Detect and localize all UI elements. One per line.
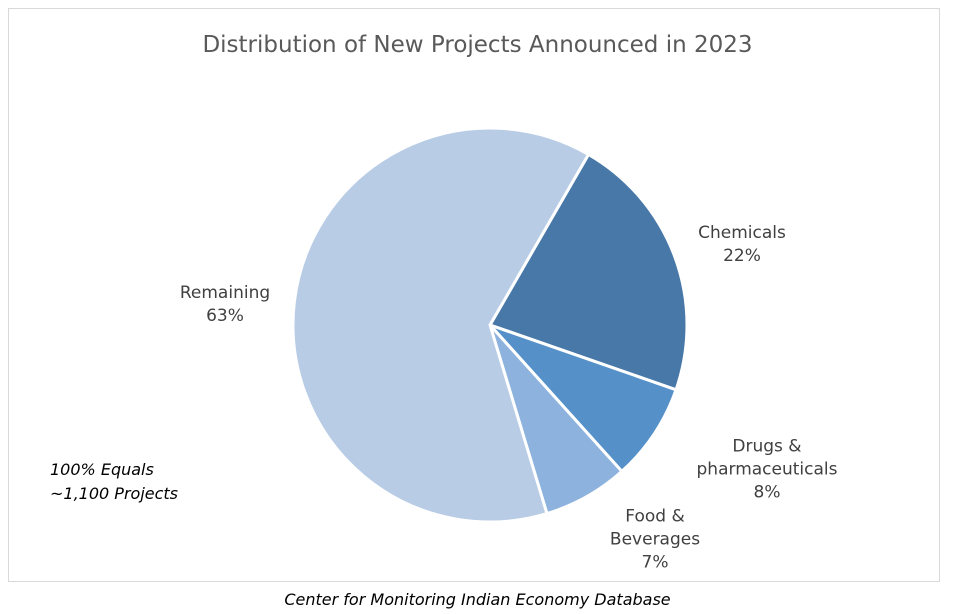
chart-title: Distribution of New Projects Announced i…	[202, 32, 753, 58]
pie-slice	[487, 152, 689, 392]
data-label: Food & Beverages 7%	[605, 506, 705, 575]
label-name: Food & Beverages	[609, 506, 701, 550]
data-label: Drugs & pharmaceuticals 8%	[692, 436, 842, 505]
label-value: 7%	[641, 552, 669, 573]
data-label: Remaining 63%	[155, 282, 295, 328]
label-value: 63%	[206, 306, 244, 326]
source: Center for Monitoring Indian Economy Dat…	[284, 590, 671, 609]
chart-frame	[8, 8, 940, 582]
data-label: Chemicals 22%	[672, 222, 812, 268]
label-value: 22%	[723, 246, 761, 266]
annotation: 100% Equals ~1,100 Projects	[50, 460, 179, 503]
label-name: Remaining	[179, 283, 271, 303]
pie-slice	[488, 323, 678, 474]
pie-slice	[291, 126, 591, 524]
label-value: 8%	[753, 482, 781, 503]
label-name: Drugs & pharmaceuticals	[696, 436, 838, 480]
label-name: Chemicals	[698, 223, 786, 243]
